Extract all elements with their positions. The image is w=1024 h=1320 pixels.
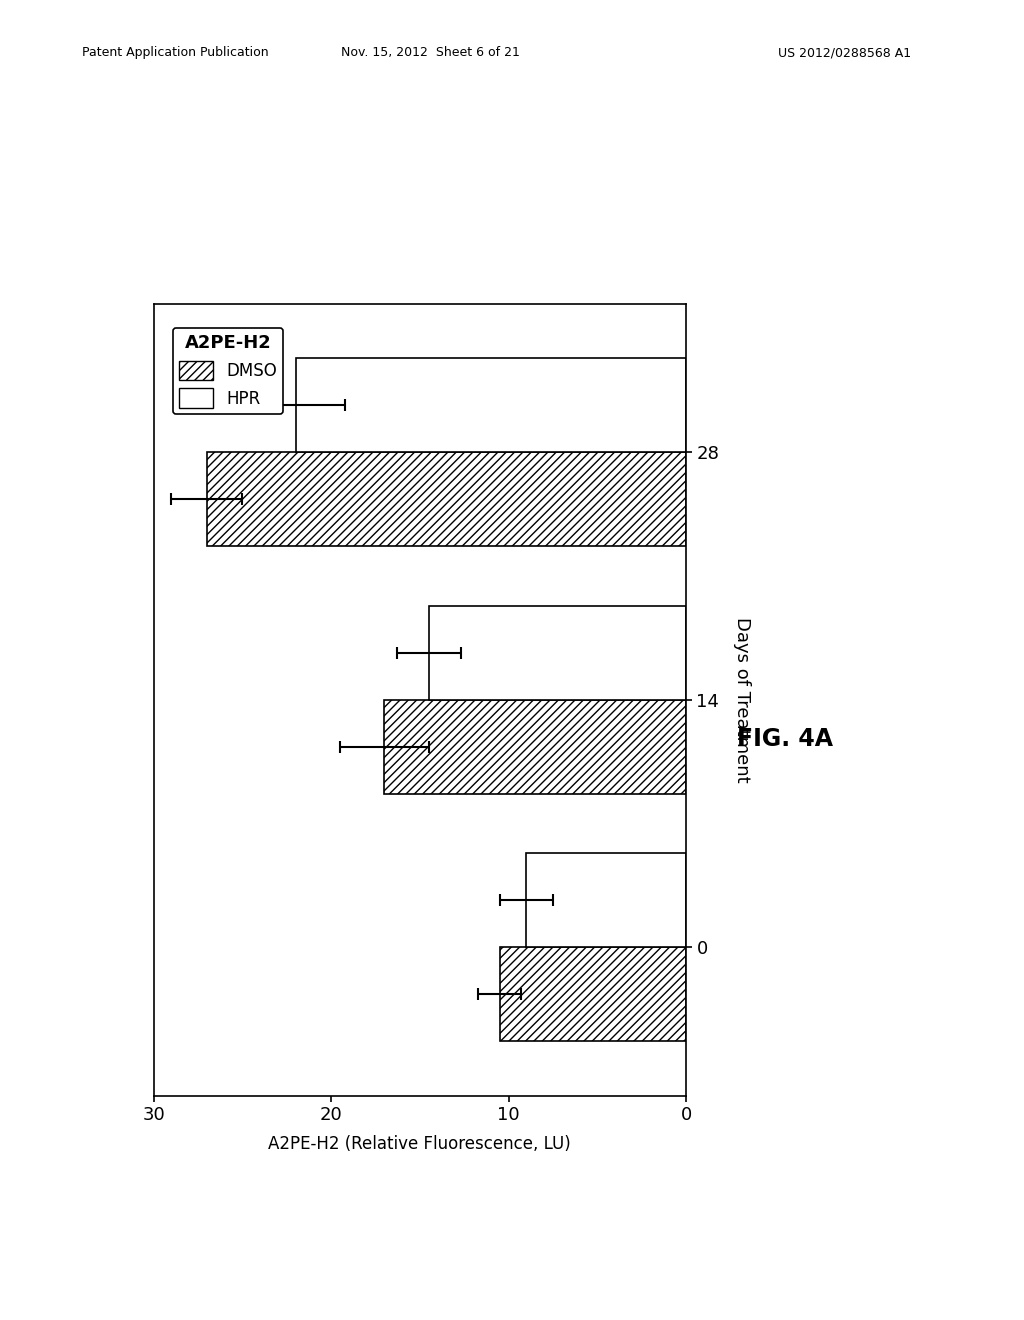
Bar xyxy=(207,451,686,546)
Text: Nov. 15, 2012  Sheet 6 of 21: Nov. 15, 2012 Sheet 6 of 21 xyxy=(341,46,519,59)
X-axis label: A2PE-H2 (Relative Fluorescence, LU): A2PE-H2 (Relative Fluorescence, LU) xyxy=(268,1135,571,1154)
Text: Patent Application Publication: Patent Application Publication xyxy=(82,46,268,59)
Text: US 2012/0288568 A1: US 2012/0288568 A1 xyxy=(778,46,911,59)
Bar xyxy=(429,606,686,700)
Bar xyxy=(526,853,686,948)
Legend: DMSO, HPR: DMSO, HPR xyxy=(173,327,284,414)
Bar xyxy=(296,358,686,451)
Bar xyxy=(384,700,686,793)
Bar xyxy=(500,948,686,1041)
Text: FIG. 4A: FIG. 4A xyxy=(737,727,834,751)
Y-axis label: Days of Treatment: Days of Treatment xyxy=(733,616,752,783)
